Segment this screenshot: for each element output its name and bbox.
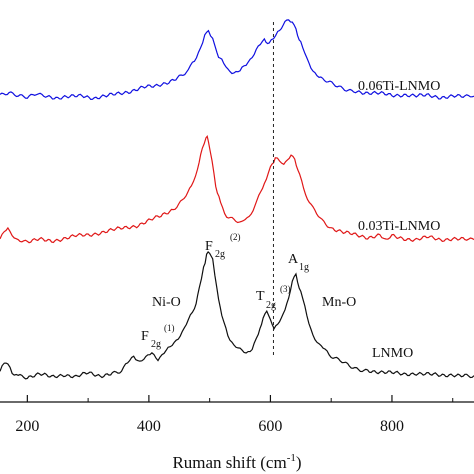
x-axis-title-text: Ruman shift (cm [172,453,286,472]
series-line-0.03ti-lnmo [0,135,474,244]
series-label-0.06ti-lnmo: 0.06Ti-LNMO [358,79,440,94]
t2g3-sub: 2g [266,300,276,311]
series-line-0.06ti-lnmo [0,19,474,100]
x-axis-title-sup: -1 [287,452,296,464]
f2g1-base: F [141,329,149,344]
x-axis-tick-labels: 200 400 600 800 [15,418,404,435]
peak-annotations: Ni-O Mn-O F 2g (1) F 2g (2) T 2g (3) A 1… [141,232,356,350]
x-tick-label-400: 400 [137,418,161,435]
ni-o-label: Ni-O [152,295,181,310]
series-label-0.03ti-lnmo: 0.03Ti-LNMO [358,219,440,234]
plot-area [0,19,474,380]
f2g1-sup: (1) [164,323,175,333]
x-axis-title-close: ) [296,453,302,472]
x-tick-label-200: 200 [15,418,39,435]
f2g2-sub: 2g [215,249,225,260]
x-tick-label-800: 800 [380,418,404,435]
x-axis: 200 400 600 800 Ruman shift (cm-1) [0,395,474,472]
f2g1-label: F 2g (1) [141,323,175,350]
a1g-base: A [288,252,299,267]
x-axis-ticks [26,395,454,402]
a1g-sub: 1g [299,262,309,273]
t2g3-base: T [256,289,265,304]
series-labels: 0.06Ti-LNMO 0.03Ti-LNMO LNMO [358,79,440,361]
t2g3-label: T 2g (3) [256,284,291,311]
f2g1-sub: 2g [151,339,161,350]
mn-o-label: Mn-O [322,295,356,310]
series-line-lnmo [0,250,474,380]
series-label-lnmo: LNMO [372,346,413,361]
f2g2-sup: (2) [230,232,241,242]
x-axis-title: Ruman shift (cm-1) [172,452,301,472]
t2g3-sup: (3) [280,284,291,294]
a1g-label: A 1g [288,252,309,273]
f2g2-label: F 2g (2) [205,232,241,260]
x-tick-label-600: 600 [258,418,282,435]
f2g2-base: F [205,239,213,254]
